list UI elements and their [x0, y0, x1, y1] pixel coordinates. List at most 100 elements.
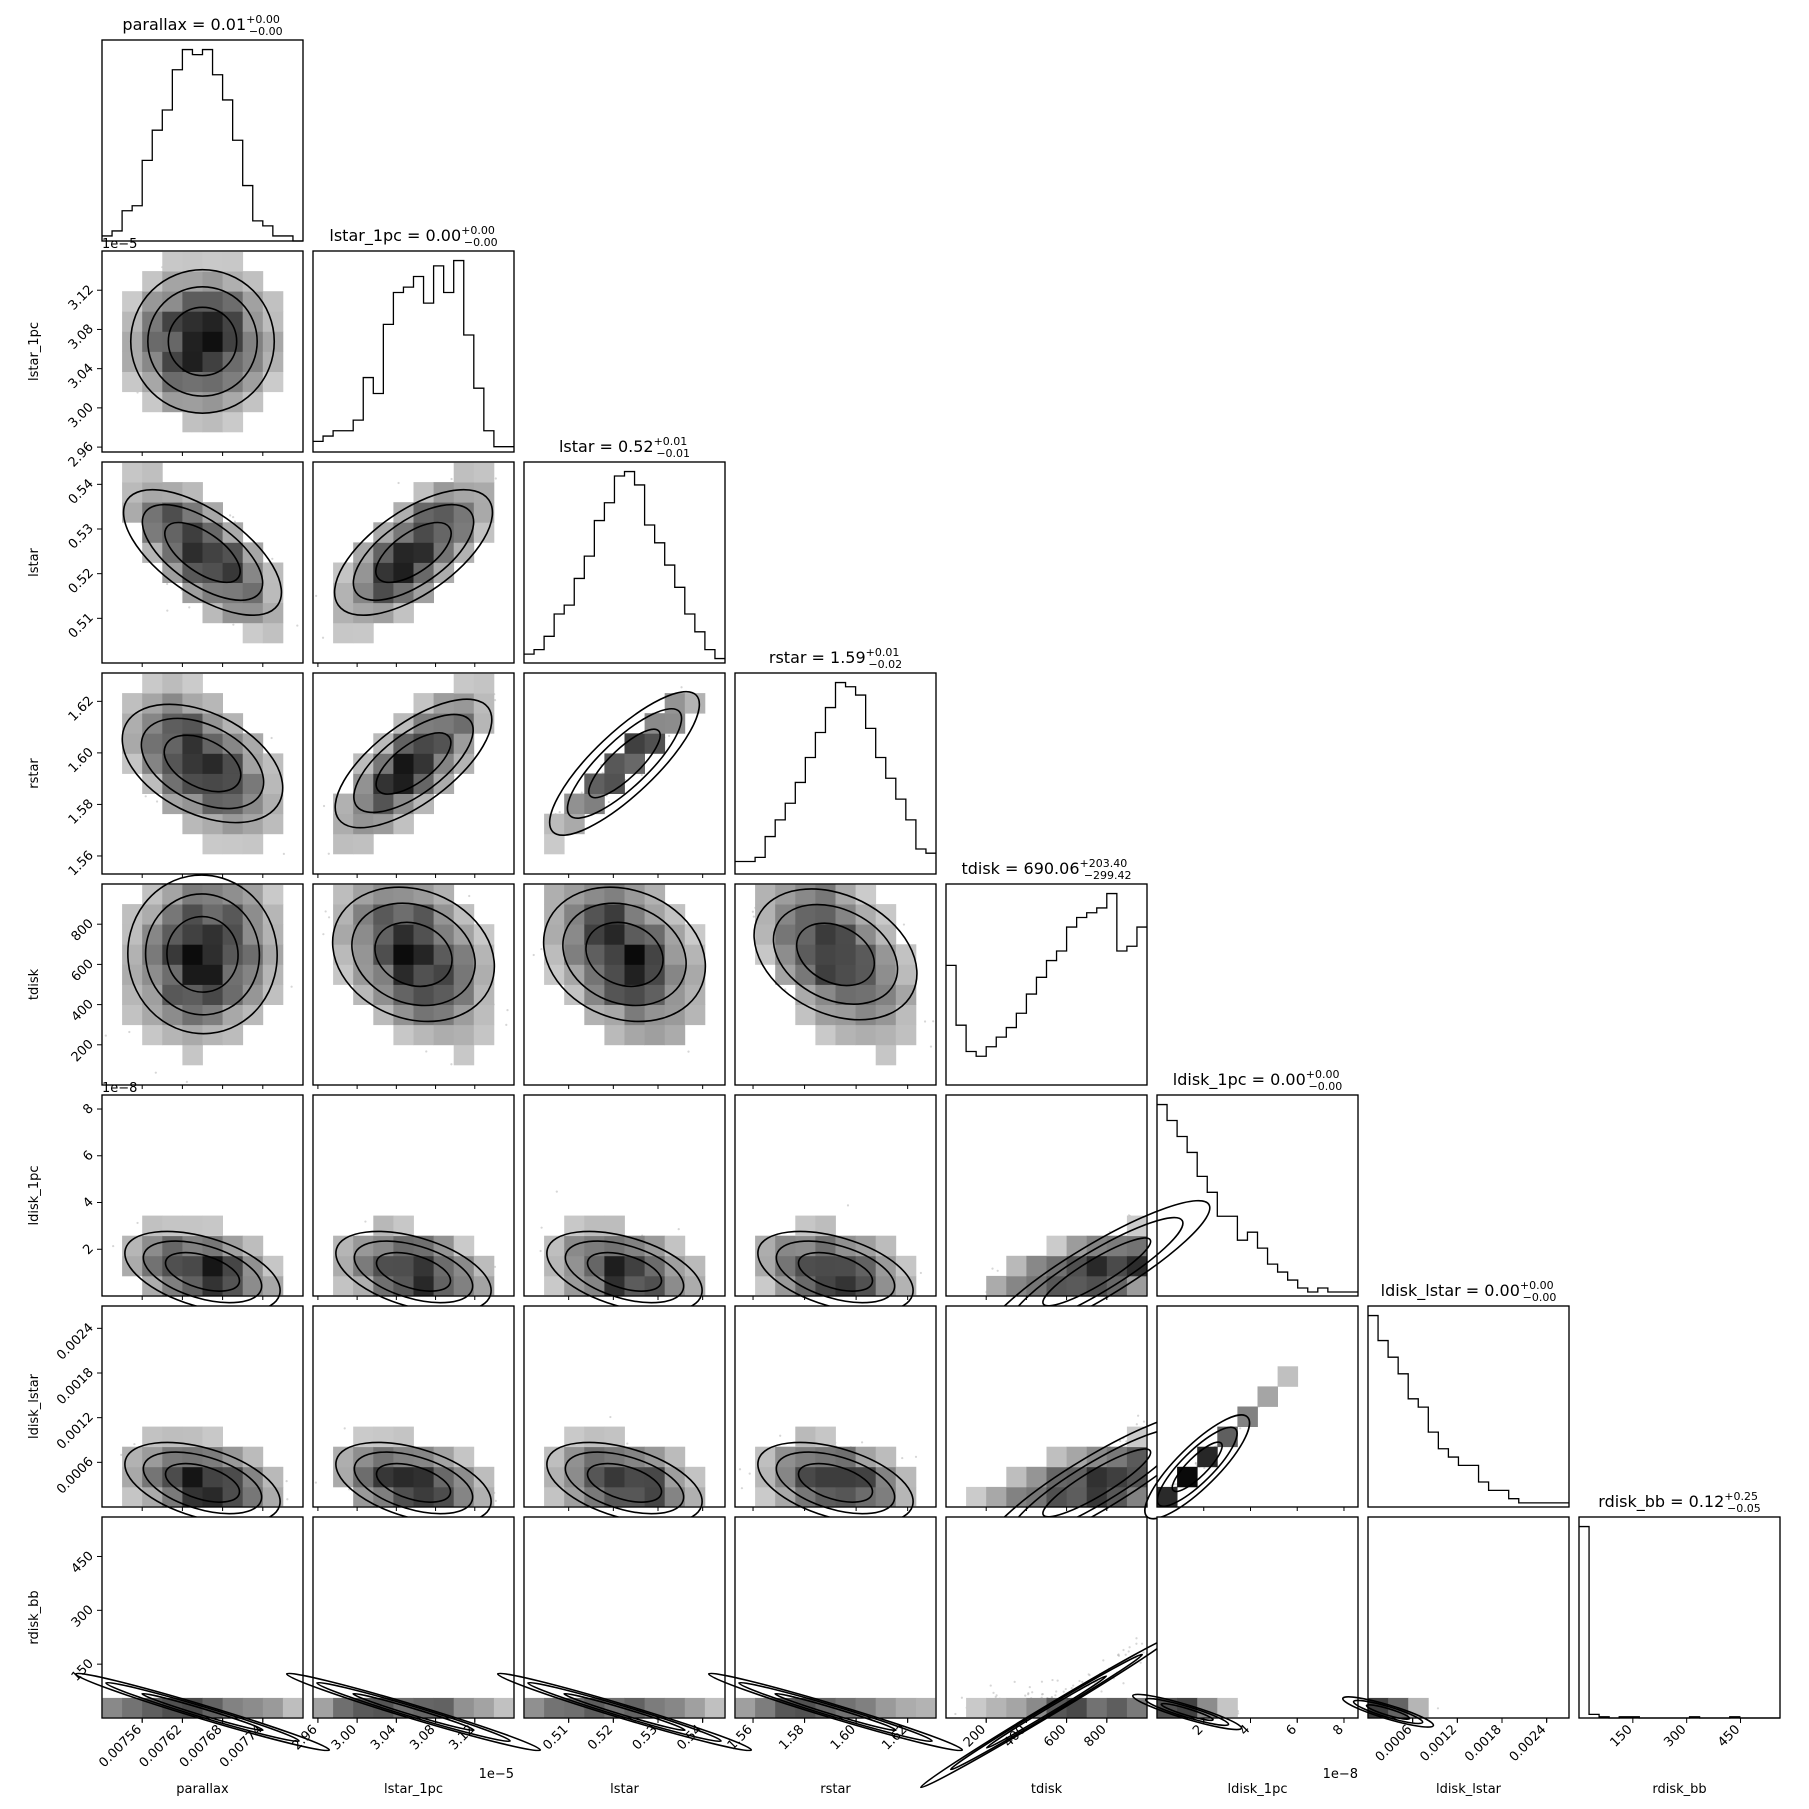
density-cell [473, 502, 495, 523]
contour-level-1 [166, 915, 239, 993]
density-cell [373, 1466, 394, 1488]
sample-point [144, 795, 147, 798]
density-cell [162, 351, 183, 372]
panel-lstar_1pc-vs-tdisk [312, 883, 515, 1086]
density-cell [604, 1466, 625, 1488]
contour-level-1 [586, 1251, 663, 1292]
x-tick-label: 0.00762 [137, 1722, 186, 1771]
density-cell [684, 924, 706, 945]
sample-point [555, 1190, 558, 1193]
sample-point [1087, 1673, 1090, 1676]
density-cell [684, 1697, 706, 1719]
density-cell [795, 1255, 816, 1277]
density-cell [162, 271, 183, 292]
sample-point [1013, 1680, 1016, 1683]
density-cell [624, 984, 645, 1005]
density-cell [433, 773, 455, 794]
contour-level-3 [124, 1441, 281, 1525]
contour-level-2 [566, 707, 683, 819]
density-cell [102, 1697, 123, 1719]
density-cell [162, 753, 183, 774]
density-cell [604, 884, 625, 905]
y-tick-label: 800 [69, 916, 97, 944]
sample-point [901, 1456, 904, 1460]
density-cell [473, 1697, 495, 1719]
sample-point [1100, 1690, 1103, 1693]
density-cell [453, 1235, 475, 1257]
density-cell [393, 733, 414, 754]
density-cell [393, 1024, 414, 1046]
density-cell [262, 984, 284, 1005]
y-axis-label-tdisk: tdisk [27, 968, 42, 1000]
panel-ldisk_1pc-vs-ldisk_lstar [1144, 1305, 1359, 1520]
density-cell [986, 1275, 1007, 1297]
x-axis-label-rstar: rstar [820, 1782, 851, 1797]
x-axis-label-lstar: lstar [610, 1782, 639, 1797]
y-tick-label: 8 [80, 1101, 96, 1117]
density-cell [413, 944, 434, 965]
density-cell [1197, 1446, 1218, 1468]
density-cell [373, 733, 394, 754]
density-cell [182, 693, 203, 714]
density-cell [413, 1466, 434, 1488]
contour-level-2 [147, 285, 258, 397]
sample-point [1027, 1692, 1030, 1695]
sample-point [112, 1244, 115, 1248]
density-cell [433, 1024, 455, 1046]
density-cell [393, 924, 414, 945]
sample-point [327, 916, 331, 919]
density-cell [393, 582, 414, 604]
density-cell [182, 271, 203, 292]
sample-point [607, 800, 610, 804]
density-cell [584, 904, 605, 925]
density-cell [1066, 1275, 1088, 1297]
density-cell [142, 673, 163, 694]
sample-point [1137, 1414, 1140, 1417]
density-cell [855, 1486, 877, 1508]
contour-level-3 [331, 886, 496, 1023]
y-tick-label: 3.12 [66, 282, 97, 313]
x-offset-ldisk_1pc: 1e−8 [1323, 1767, 1358, 1782]
density-cell [815, 984, 836, 1005]
y-tick-label: 3.08 [66, 322, 97, 353]
density-cell [353, 833, 374, 855]
density-cell [855, 1024, 877, 1046]
y-axis-label-lstar_1pc: lstar_1pc [27, 322, 42, 381]
sample-point [751, 910, 754, 913]
density-cell [122, 462, 143, 483]
y-tick-label: 300 [69, 1603, 97, 1631]
density-cell [222, 351, 244, 372]
density-cell [835, 1486, 856, 1508]
sample-point [929, 1045, 933, 1048]
sample-point [232, 623, 235, 626]
density-cell [122, 1004, 143, 1026]
density-cell [162, 904, 183, 925]
panel-parallax-vs-ldisk_lstar [101, 1305, 304, 1525]
density-cell [453, 1275, 475, 1297]
density-cell [815, 884, 836, 905]
density-cell [182, 1426, 203, 1448]
density-cell [544, 833, 565, 855]
density-cell [544, 884, 565, 905]
density-cell [775, 1486, 796, 1508]
density-cell [142, 462, 163, 483]
density-cell [564, 984, 585, 1005]
density-cell [413, 904, 434, 925]
density-cell [242, 944, 264, 965]
density-cell [664, 1024, 686, 1046]
sample-point [494, 477, 497, 480]
density-cell [122, 502, 143, 523]
density-cell [122, 1486, 143, 1508]
sample-point [748, 1472, 751, 1475]
density-cell [755, 884, 776, 905]
density-cell [242, 542, 264, 563]
contour-level-3 [124, 1230, 281, 1314]
hist-frame-ldisk_lstar [1367, 1305, 1570, 1508]
density-cell [122, 984, 143, 1005]
density-cell [664, 1235, 686, 1257]
panel-ldisk_1pc-vs-rdisk_bb-frame [1156, 1516, 1359, 1719]
sample-point [540, 1226, 543, 1229]
density-cell [393, 944, 414, 965]
sample-point [1194, 1461, 1197, 1465]
panel-parallax-vs-rstar [101, 672, 304, 875]
